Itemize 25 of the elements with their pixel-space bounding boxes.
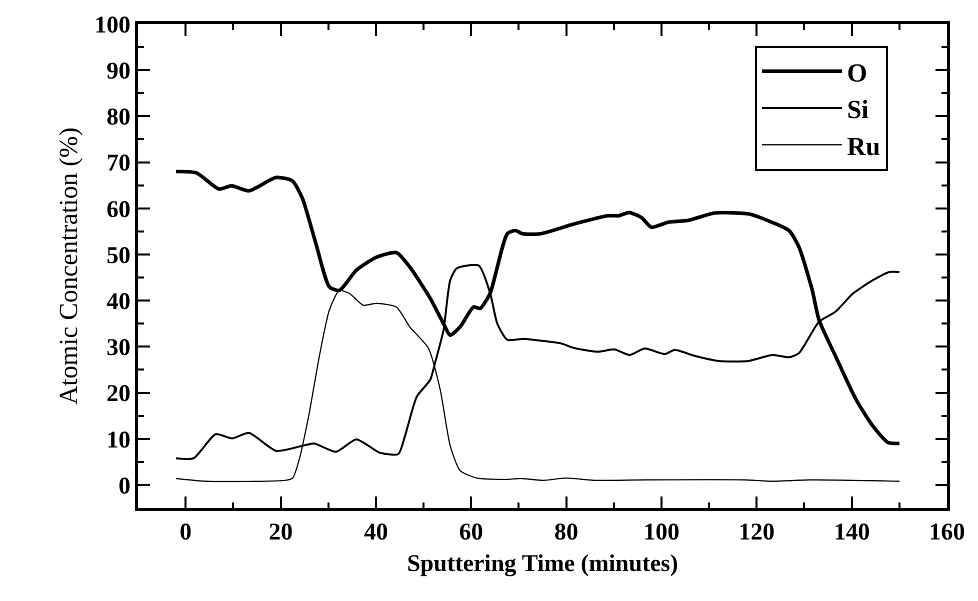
legend-label: O <box>846 58 868 88</box>
y-axis-title: Atomic Concentration (%) <box>54 127 83 405</box>
y-tick-label: 90 <box>106 58 130 84</box>
legend-label: Si <box>846 95 869 124</box>
y-tick-label: 40 <box>106 288 130 315</box>
x-axis-title: Sputtering Time (minutes) <box>406 550 678 577</box>
y-tick-label: 0 <box>118 473 130 500</box>
x-tick-label: 20 <box>268 520 293 546</box>
x-tick-label: 100 <box>643 520 680 546</box>
y-tick-label: 60 <box>106 196 130 223</box>
x-tick-label: 40 <box>364 520 388 546</box>
y-tick-label: 80 <box>106 104 130 131</box>
y-tick-label: 20 <box>106 381 130 408</box>
x-tick-label: 120 <box>738 520 775 546</box>
x-tick-label: 0 <box>180 520 192 546</box>
y-tick-label: 30 <box>106 335 130 362</box>
legend-label: Ru <box>846 132 880 161</box>
x-tick-label: 80 <box>554 520 578 546</box>
y-tick-label: 10 <box>106 427 130 454</box>
x-tick-label: 60 <box>459 520 484 546</box>
x-tick-label: 160 <box>929 520 965 546</box>
x-tick-label: 140 <box>834 520 870 546</box>
y-tick-label: 70 <box>106 150 130 177</box>
y-tick-label: 50 <box>106 242 130 269</box>
y-tick-label: 100 <box>94 12 130 38</box>
